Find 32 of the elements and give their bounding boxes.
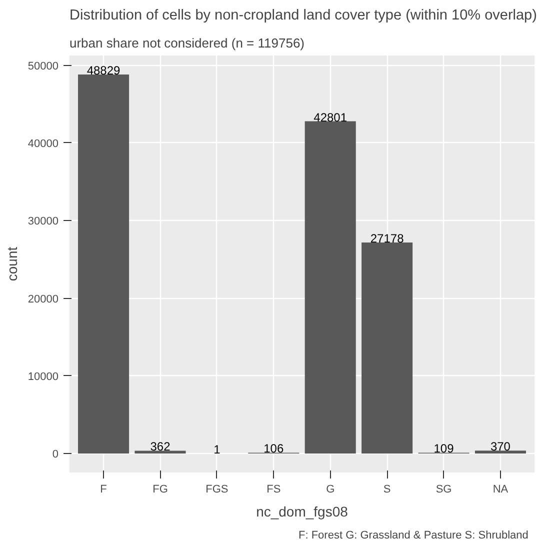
bar [304, 121, 356, 454]
chart-subtitle: urban share not considered (n = 119756) [70, 36, 305, 50]
y-tick-label: 10000 [28, 370, 59, 383]
y-tick-label: 40000 [28, 138, 59, 150]
y-tick-label: 50000 [28, 60, 59, 72]
bar [78, 74, 130, 454]
x-axis-title: nc_dom_fgs08 [256, 504, 348, 520]
bar [134, 450, 186, 454]
data-label: 109 [434, 442, 454, 456]
text: F: Forest G: Grassland & Pasture S: Shrubland [298, 530, 528, 542]
x-tick-label: G [326, 484, 335, 496]
data-label: 106 [264, 442, 284, 456]
y-tick-label: 0 [52, 448, 59, 461]
x-tick-label: NA [492, 484, 509, 496]
data-label: 362 [150, 440, 171, 454]
y-tick-label: 30000 [28, 216, 59, 228]
x-tick-label: F [100, 484, 108, 496]
x-tick-label: FGS [206, 484, 228, 496]
data-label: 48829 [86, 63, 121, 78]
y-axis-title: count [4, 246, 20, 282]
data-label: 42801 [314, 110, 348, 124]
data-label: 1 [214, 442, 221, 457]
x-tick-label: FS [266, 484, 281, 496]
y-tick-label: 20000 [28, 293, 59, 306]
data-label: 370 [490, 440, 511, 454]
x-tick-label: FG [152, 484, 168, 496]
chart-title: Distribution of cells by non-cropland land cover type (within 10% overlap) [70, 8, 537, 24]
bar [474, 450, 526, 454]
bar [362, 242, 413, 454]
data-label: 27178 [370, 232, 404, 246]
x-tick-label: SG [436, 484, 452, 496]
x-tick-label: S [383, 484, 391, 496]
